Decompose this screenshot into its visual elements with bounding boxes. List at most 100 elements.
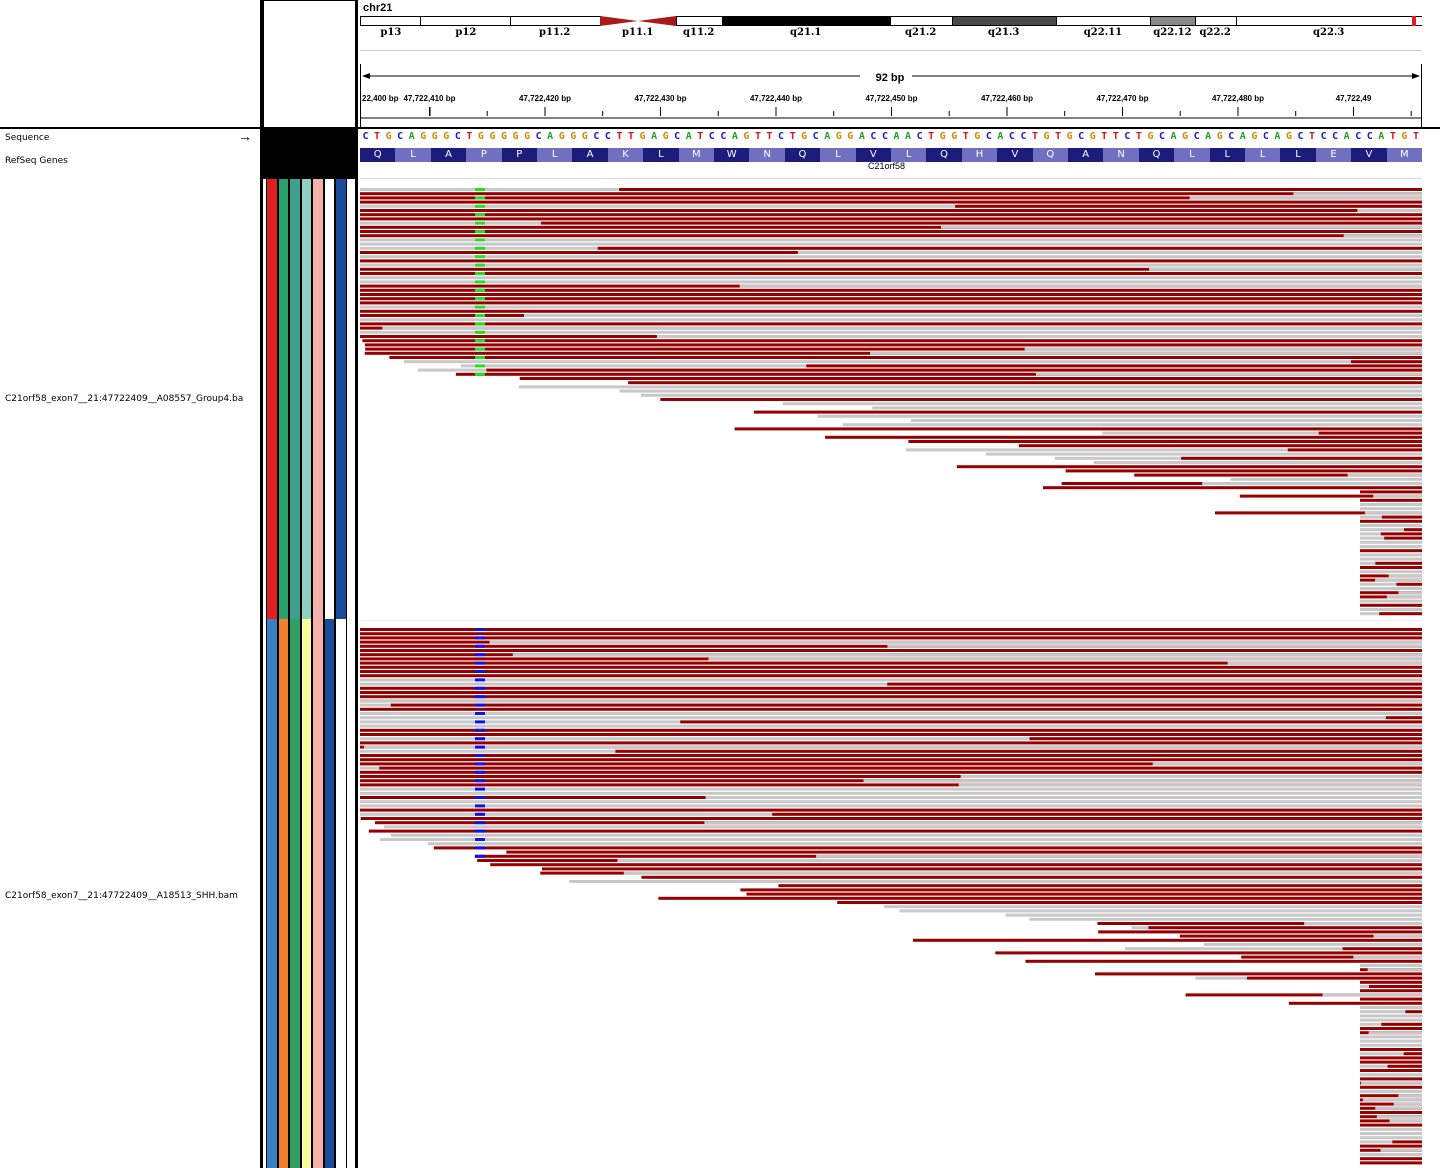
attribute-cell[interactable] bbox=[289, 179, 301, 619]
aligned-read bbox=[1379, 612, 1422, 616]
band-q22.3 bbox=[1236, 16, 1422, 26]
attribute-cell[interactable] bbox=[300, 619, 312, 1168]
base: G bbox=[512, 131, 519, 142]
base: T bbox=[1101, 131, 1108, 142]
aligned-read bbox=[390, 703, 1422, 707]
base: G bbox=[939, 131, 946, 142]
aligned-read bbox=[1202, 482, 1422, 485]
aligned-read bbox=[363, 745, 1422, 749]
base: C bbox=[593, 131, 600, 142]
aligned-read bbox=[360, 276, 1422, 280]
attribute-cell[interactable] bbox=[266, 179, 278, 619]
snv-marker bbox=[475, 347, 485, 351]
ruler-tick-label: 22,400 bp bbox=[362, 94, 399, 103]
aligned-read bbox=[524, 314, 1422, 317]
attribute-cell[interactable] bbox=[266, 619, 278, 1168]
sequence-track-name[interactable]: Sequence bbox=[5, 133, 50, 143]
attribute-cell[interactable] bbox=[277, 179, 289, 619]
aligned-read bbox=[1367, 968, 1422, 972]
aligned-read bbox=[1203, 943, 1422, 946]
base: G bbox=[951, 131, 958, 142]
snv-marker bbox=[475, 263, 485, 267]
aligned-read bbox=[360, 686, 1422, 690]
aligned-read bbox=[360, 330, 1422, 334]
snv-marker bbox=[475, 762, 485, 766]
aligned-read bbox=[1386, 595, 1422, 599]
aligned-read bbox=[360, 741, 1422, 745]
attribute-cell[interactable] bbox=[300, 179, 312, 619]
base: A bbox=[651, 131, 658, 142]
attribute-panel-divider[interactable] bbox=[355, 0, 358, 1168]
aligned-read bbox=[1376, 1115, 1422, 1119]
ruler-left-edge bbox=[360, 64, 361, 128]
base: G bbox=[1066, 131, 1073, 142]
snv-marker bbox=[475, 356, 485, 359]
aligned-read bbox=[1288, 1001, 1422, 1005]
attribute-cell[interactable] bbox=[335, 179, 347, 619]
base: C bbox=[985, 131, 992, 142]
aligned-read bbox=[1360, 1043, 1422, 1047]
aligned-read bbox=[704, 821, 1422, 825]
attribute-cell[interactable] bbox=[312, 179, 324, 619]
base: C bbox=[1020, 131, 1027, 142]
aligned-read bbox=[512, 653, 1422, 657]
attribute-cell[interactable] bbox=[289, 619, 301, 1168]
bam2-track-name[interactable]: C21orf58_exon7__21:47722409__A18513_SHH.… bbox=[5, 891, 238, 901]
base: C bbox=[916, 131, 923, 142]
current-region-marker[interactable] bbox=[1412, 16, 1416, 26]
aligned-read bbox=[1360, 989, 1422, 993]
aligned-read bbox=[1189, 196, 1422, 200]
aligned-read bbox=[1360, 1127, 1422, 1131]
attribute-cell[interactable] bbox=[323, 619, 335, 1168]
amino-acid: L bbox=[820, 148, 856, 162]
aligned-read bbox=[427, 842, 1422, 846]
chromosome-ideogram[interactable] bbox=[360, 16, 1422, 26]
snv-marker bbox=[475, 372, 485, 376]
aligned-read bbox=[360, 628, 1422, 631]
attribute-cell[interactable] bbox=[312, 619, 324, 1168]
aligned-read bbox=[623, 871, 1422, 875]
bam1-track-name[interactable]: C21orf58_exon7__21:47722409__A08557_Grou… bbox=[5, 394, 244, 404]
ruler-tick-label: 47,722,470 bp bbox=[1096, 94, 1148, 103]
snv-marker bbox=[475, 821, 485, 825]
attribute-cell[interactable] bbox=[277, 619, 289, 1168]
gene-name[interactable]: C21orf58 bbox=[868, 161, 906, 171]
band-label-q22.2: q22.2 bbox=[1199, 27, 1231, 38]
base: T bbox=[789, 131, 796, 142]
band-label-q22.12: q22.12 bbox=[1153, 27, 1192, 38]
ruler-ticks: 22,400 bp 47,722,410 bp 47,722,420 bp 47,72… bbox=[362, 94, 1412, 116]
aligned-read bbox=[360, 691, 1422, 694]
aligned-read bbox=[1360, 1027, 1422, 1030]
header-divider[interactable] bbox=[0, 127, 1440, 129]
aligned-read bbox=[360, 200, 1422, 204]
base: T bbox=[754, 131, 761, 142]
attribute-cell[interactable] bbox=[323, 179, 335, 619]
aligned-read bbox=[360, 213, 1422, 217]
snv-marker bbox=[475, 246, 485, 250]
aligned-read bbox=[1360, 582, 1422, 586]
aligned-read bbox=[1403, 1052, 1422, 1056]
coordinate-ruler[interactable]: 92 bp 22,400 bp 47,722,410 bp 47,722,420 b… bbox=[360, 64, 1422, 128]
snv-marker bbox=[475, 644, 485, 648]
snv-marker bbox=[475, 297, 485, 301]
aligned-read bbox=[360, 674, 1422, 678]
snv-marker bbox=[475, 678, 485, 682]
aligned-read bbox=[1375, 561, 1422, 565]
attribute-cell[interactable] bbox=[335, 619, 347, 1168]
aligned-read bbox=[360, 234, 1422, 238]
aligned-read bbox=[1322, 993, 1422, 997]
aligned-read bbox=[360, 762, 1422, 766]
aligned-read bbox=[1360, 1010, 1422, 1014]
strand-arrow-icon[interactable]: → bbox=[238, 128, 252, 144]
aligned-read bbox=[1360, 519, 1422, 523]
alignment-reads-panel[interactable] bbox=[360, 185, 1422, 1168]
aligned-read bbox=[617, 859, 1422, 862]
ruler-tick-label: 47,722,480 bp bbox=[1212, 94, 1264, 103]
amino-acid: A bbox=[430, 148, 467, 162]
base: C bbox=[397, 131, 404, 142]
refseq-track-name[interactable]: RefSeq Genes bbox=[5, 156, 68, 166]
attribute-panel[interactable] bbox=[263, 129, 355, 1168]
snv-marker bbox=[475, 272, 485, 275]
name-panel-divider[interactable] bbox=[260, 0, 263, 1168]
